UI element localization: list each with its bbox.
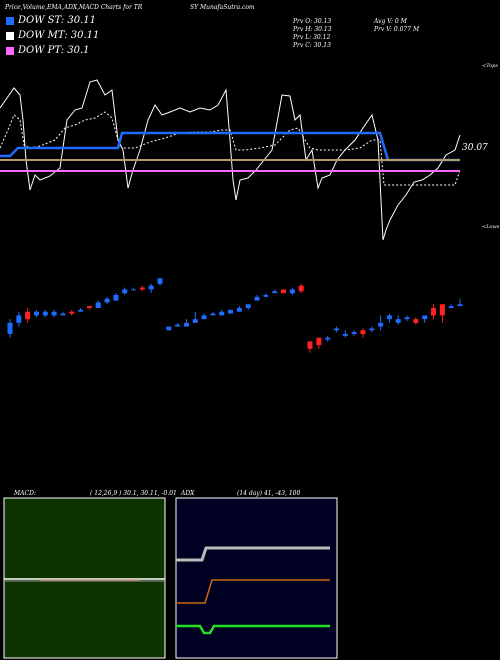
candle-body	[351, 332, 357, 334]
candle-body	[325, 337, 331, 340]
chart-title-right: SY MunafaSutra.com	[190, 4, 255, 11]
candle-body	[281, 289, 287, 294]
candle-body	[228, 309, 234, 314]
legend-label-mt: DOW MT: 30.11	[18, 30, 100, 41]
candle-body	[78, 309, 84, 312]
ema-blue-line	[0, 131, 460, 162]
candle-body	[316, 337, 322, 346]
legend-dow-st: DOW ST: 30.11	[6, 15, 96, 26]
prev-low: Prv L: 30.12	[293, 34, 331, 41]
candle-body	[342, 334, 348, 336]
legend-dow-mt: DOW MT: 30.11	[6, 30, 99, 41]
candle-body	[210, 313, 216, 316]
macd-panel	[3, 497, 166, 659]
macd-title: MACD:	[14, 490, 36, 497]
candle-body	[113, 295, 119, 301]
candle-body	[395, 319, 401, 323]
legend-swatch-mt	[6, 31, 14, 40]
candle-body	[183, 322, 189, 327]
candle-body	[378, 322, 384, 327]
candle-body	[245, 304, 251, 308]
candle-body	[148, 285, 154, 290]
candle-body	[263, 295, 269, 297]
candle-body	[254, 296, 260, 301]
candle-body	[166, 326, 172, 331]
candle-body	[157, 278, 163, 284]
candle-body	[272, 291, 278, 294]
candles-group	[7, 278, 463, 353]
avg-volume: Avg V: 0 M	[374, 18, 407, 25]
candle-body	[104, 298, 110, 303]
legend-label-st: DOW ST: 30.11	[18, 15, 97, 26]
candle-body	[422, 315, 428, 320]
candle-body	[175, 324, 181, 327]
prev-close: Prv C: 30.13	[293, 42, 331, 49]
prev-open: Prv O: 30.13	[293, 18, 332, 25]
candle-body	[369, 328, 375, 331]
candle-body	[219, 311, 225, 316]
candle-body	[42, 311, 48, 316]
candle-body	[201, 315, 207, 320]
legend-label-pt: DOW PT: 30.1	[18, 45, 90, 56]
plus-di-line	[176, 579, 330, 604]
prev-volume: Prv V: 0.077 M	[374, 26, 420, 33]
prev-high: Prv H: 30.13	[293, 26, 332, 33]
candle-body	[404, 317, 410, 320]
candle-body	[192, 319, 198, 323]
lower-band-label: <Lows	[482, 224, 500, 230]
legend-dow-pt: DOW PT: 30.1	[6, 45, 90, 56]
candle-body	[131, 289, 137, 291]
chart-title-left: Price,Volume,EMA,ADX,MACD Charts for TR	[5, 4, 143, 11]
candle-body	[122, 289, 128, 294]
adx-title: ADX	[181, 490, 195, 497]
candle-body	[439, 304, 445, 316]
adx-panel	[175, 497, 338, 659]
upper-band-label: <Tops	[482, 63, 498, 69]
candle-body	[431, 308, 437, 316]
legend-swatch-st	[6, 16, 14, 25]
candle-body	[298, 285, 304, 292]
adx-line	[176, 546, 330, 562]
candle-body	[60, 313, 66, 316]
candle-body	[413, 319, 419, 323]
adx-params: (14 day) 41, -43, 100	[237, 490, 301, 497]
price-level-label: 30.07	[462, 143, 488, 153]
candle-body	[51, 311, 57, 316]
candle-body	[7, 322, 13, 334]
legend-swatch-pt	[6, 46, 14, 55]
candle-body	[360, 330, 366, 334]
candle-body	[457, 304, 463, 307]
candle-body	[139, 287, 145, 290]
candle-body	[236, 308, 242, 312]
candle-body	[16, 315, 22, 323]
macd-params: ( 12,26,9 ) 30.1, 30.11, -0.01	[90, 490, 177, 497]
candle-body	[86, 306, 92, 308]
candle-body	[95, 302, 101, 308]
signal-line	[0, 111, 461, 186]
candle-body	[69, 311, 75, 314]
candle-body	[386, 315, 392, 320]
minus-di-line	[176, 624, 330, 635]
candle-body	[307, 341, 313, 349]
candle-body	[33, 311, 39, 316]
candle-body	[25, 311, 31, 320]
candle-body	[448, 306, 454, 308]
candle-body	[333, 328, 339, 331]
candle-body	[289, 289, 295, 294]
